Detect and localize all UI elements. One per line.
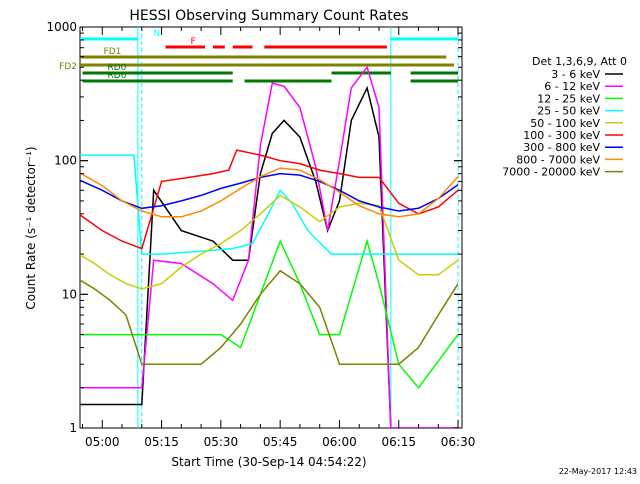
series-line-2	[80, 65, 458, 428]
flag-label-n: N	[154, 29, 161, 39]
series-line-3	[80, 238, 459, 390]
legend-label: 6 - 12 keV	[544, 80, 600, 93]
legend-label: 300 - 800 keV	[523, 141, 600, 154]
x-tick-label: 05:30	[204, 435, 239, 449]
y-tick-label: 1000	[46, 20, 77, 34]
series-line-1	[80, 85, 458, 428]
flag-label-rd6: RD6	[108, 71, 127, 81]
plot-area	[80, 27, 459, 428]
legend-label: 50 - 100 keV	[530, 117, 600, 130]
flag-label-rd0: RD0	[108, 63, 127, 73]
legend-label: 3 - 6 keV	[551, 68, 600, 81]
y-tick-label: 100	[54, 154, 77, 168]
plot-frame	[79, 26, 463, 429]
legend-label: 12 - 25 keV	[537, 92, 600, 105]
x-tick-label: 05:45	[263, 435, 298, 449]
x-tick-label: 06:30	[441, 435, 476, 449]
y-tick-label: 10	[62, 287, 77, 301]
series-line-8	[80, 167, 459, 218]
chart-title: HESSI Observing Summary Count Rates	[129, 8, 408, 24]
series-line-4	[80, 154, 458, 255]
legend-label: 100 - 300 keV	[523, 129, 600, 142]
flag-label-fd2: FD2	[59, 62, 77, 72]
series-line-6	[80, 149, 459, 250]
x-axis-label: Start Time (30-Sep-14 04:54:22)	[171, 455, 366, 469]
legend-header: Det 1,3,6,9, Att 0	[532, 55, 627, 68]
x-tick-label: 05:15	[144, 435, 179, 449]
x-tick-label: 06:00	[322, 435, 357, 449]
series-line-7	[80, 172, 459, 212]
legend-label: 7000 - 20000 keV	[502, 166, 600, 179]
y-axis-label: Count Rate (s⁻¹ detector⁻¹)	[24, 146, 38, 309]
y-tick-label: 1	[69, 421, 77, 435]
series-line-9	[80, 269, 459, 365]
legend-label: 800 - 7000 keV	[516, 153, 600, 166]
footer-timestamp: 22-May-2017 12:43	[559, 467, 637, 476]
flag-label-f: F	[191, 37, 196, 47]
series-line-5	[80, 194, 459, 290]
flag-label-fd1: FD1	[104, 47, 122, 57]
legend-label: 25 - 50 keV	[537, 105, 600, 118]
x-tick-label: 06:15	[381, 435, 416, 449]
x-tick-label: 05:00	[85, 435, 120, 449]
